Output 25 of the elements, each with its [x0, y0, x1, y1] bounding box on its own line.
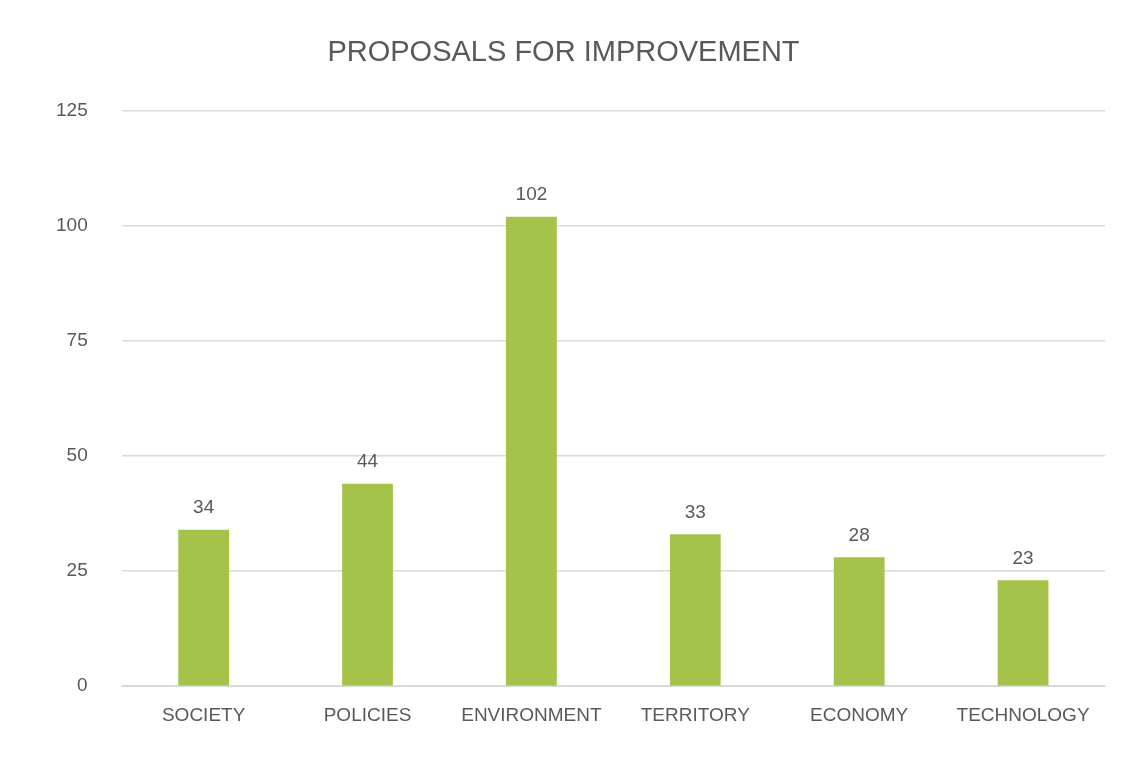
bar	[833, 557, 885, 686]
y-tick-label: 125	[56, 99, 88, 121]
data-label: 28	[848, 524, 870, 546]
chart-title: PROPOSALS FOR IMPROVEMENT	[327, 35, 800, 68]
x-tick-label: TECHNOLOGY	[956, 703, 1090, 725]
y-tick-label: 50	[66, 444, 88, 466]
x-tick-label: TERRITORY	[640, 703, 751, 725]
data-label: 33	[684, 501, 706, 523]
data-label: 102	[515, 183, 548, 205]
y-tick-label: 0	[77, 674, 88, 696]
x-tick-label: ENVIRONMENT	[461, 703, 602, 725]
bar	[506, 216, 557, 686]
bar	[997, 580, 1049, 686]
data-label: 34	[193, 496, 215, 518]
data-label: 44	[356, 450, 379, 472]
x-tick-label: SOCIETY	[161, 703, 246, 725]
x-tick-label: POLICIES	[323, 703, 412, 725]
x-tick-label: ECONOMY	[810, 703, 909, 725]
bar	[669, 534, 721, 686]
y-tick-label: 25	[66, 559, 88, 581]
bar	[178, 529, 230, 686]
bar	[342, 483, 393, 686]
y-tick-label: 100	[56, 214, 88, 236]
y-tick-label: 75	[66, 329, 88, 351]
data-label: 23	[1012, 547, 1034, 569]
